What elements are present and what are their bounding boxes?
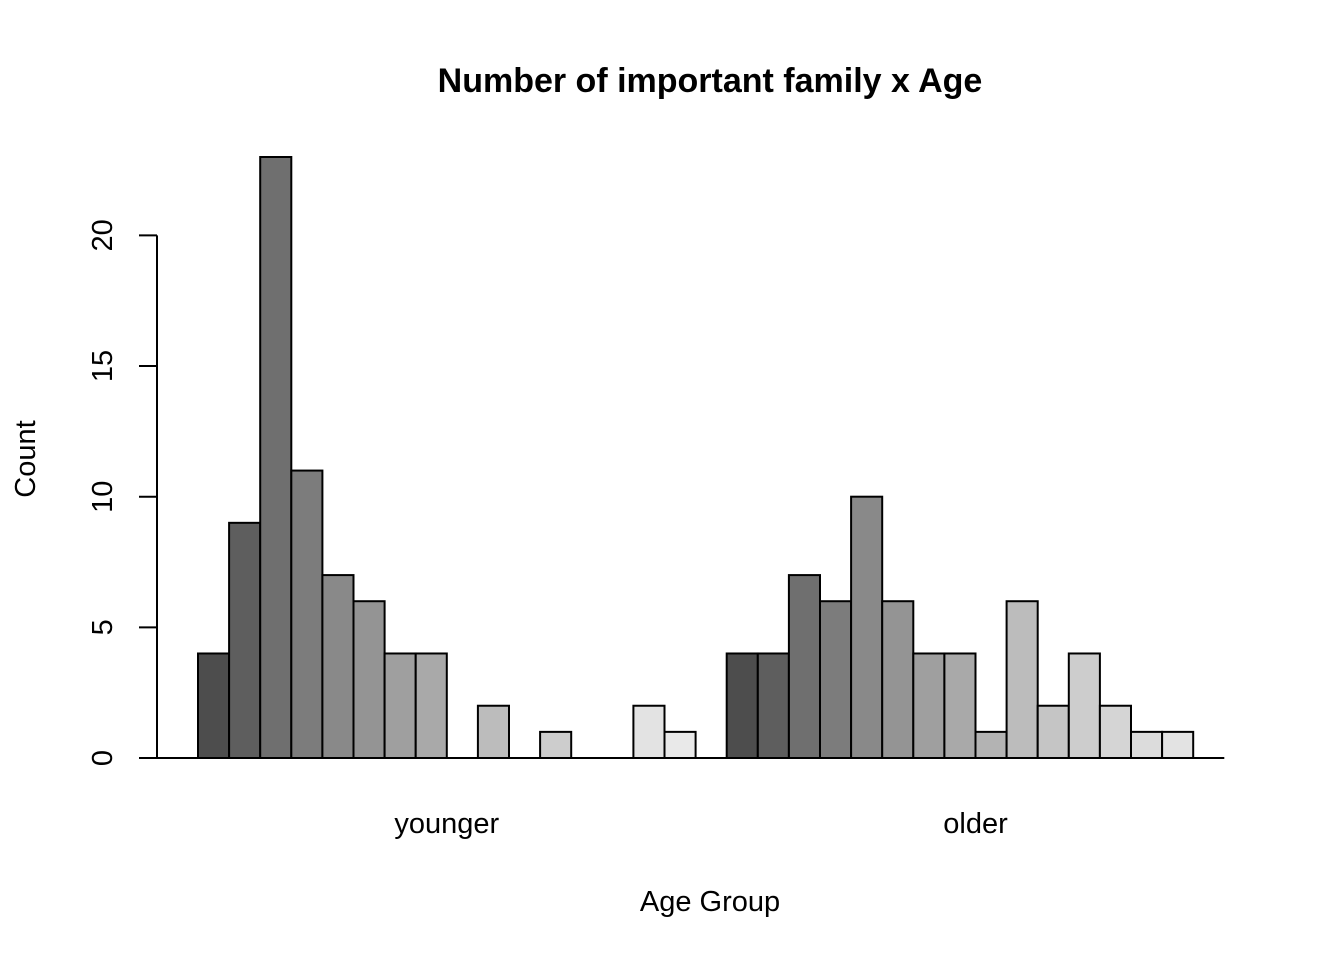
bar-older-6 [881,600,915,760]
bar-younger-4 [290,469,324,759]
bar-older-1 [725,652,759,760]
chart-title: Number of important family x Age [438,62,983,100]
bar-younger-7 [383,652,417,760]
bar-younger-2 [228,521,262,760]
bar-younger-15 [632,704,666,760]
y-tick-label: 15 [87,350,119,382]
bar-older-9 [974,730,1008,760]
y-tick-label: 20 [87,219,119,251]
y-tick-label: 0 [87,750,119,766]
bar-older-13 [1098,704,1133,760]
bar-younger-12 [539,730,573,760]
bar-older-5 [850,495,884,759]
bar-older-15 [1161,730,1195,760]
bar-older-2 [756,652,790,760]
bar-younger-8 [414,652,448,760]
y-axis: 0 5 10 15 20 [87,219,158,766]
group-label-younger: younger [394,808,499,840]
bar-older-12 [1067,652,1101,760]
y-axis-label: Count [10,420,42,497]
group-label-older: older [943,808,1008,840]
bar-older-11 [1036,704,1070,760]
bar-younger-16 [663,730,697,760]
bar-older-7 [912,652,946,760]
bar-older-3 [787,574,822,760]
x-axis-label: Age Group [640,886,780,918]
bar-older-14 [1130,730,1164,760]
bar-younger-1 [197,652,231,760]
bar-older-4 [819,600,853,760]
group-labels: younger older [394,808,1008,840]
y-tick-label: 10 [87,481,119,513]
bar-older-8 [943,652,977,760]
bar-older-10 [1005,600,1039,760]
bar-younger-3 [259,156,293,759]
bar-younger-10 [476,704,510,760]
y-tick-label: 5 [87,619,119,635]
bar-younger-6 [352,600,386,760]
bars [197,156,1195,760]
bar-younger-5 [321,574,355,760]
